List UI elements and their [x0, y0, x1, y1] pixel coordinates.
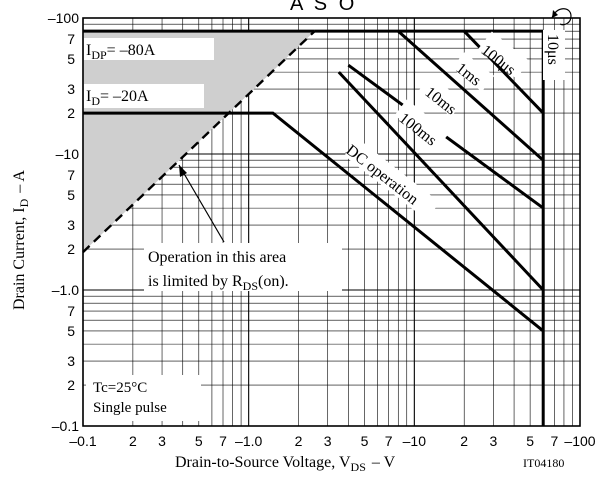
idp-label: IDP= –80A	[84, 38, 214, 62]
rds-note: Operation in this area is limited by RDS…	[144, 243, 342, 293]
pulse-arrow-icon	[551, 8, 572, 26]
x-tick-label: 5	[526, 433, 534, 449]
svg-text:ID= –20A: ID= –20A	[86, 88, 149, 108]
header-fragment: A S O	[290, 0, 357, 15]
x-tick-label: 7	[385, 433, 393, 449]
rds-note-arrow	[178, 164, 225, 243]
id-label: ID= –20A	[84, 84, 204, 108]
y-tick-label: 5	[67, 323, 75, 339]
pulse-arrowhead-icon	[552, 10, 558, 18]
x-axis-title: Drain-to-Source Voltage, VDS – V	[175, 454, 396, 474]
x-tick-label: 2	[295, 433, 303, 449]
tick-labels: –0.1–0.122335577–1.0–1.022335577–10–1022…	[48, 10, 596, 449]
y-tick-label: 2	[67, 105, 75, 121]
rds-note-arrowhead	[179, 165, 187, 177]
curve-label-10us: 10μs	[543, 30, 565, 80]
y-tick-label: 7	[67, 31, 75, 47]
y-tick-label: 2	[67, 377, 75, 393]
y-tick-label: 7	[67, 303, 75, 319]
x-tick-label: 7	[219, 433, 227, 449]
y-tick-label: –10	[56, 146, 80, 162]
svg-text:is limited by RDS(on).: is limited by RDS(on).	[148, 273, 289, 293]
plot-frame	[82, 17, 581, 427]
y-tick-label: 3	[67, 217, 75, 233]
y-tick-label: –1.0	[52, 282, 79, 298]
series-line-4	[337, 71, 545, 292]
x-tick-label: –10	[403, 433, 427, 449]
svg-text:IDP= –80A: IDP= –80A	[86, 42, 156, 62]
y-tick-label: 3	[67, 353, 75, 369]
y-tick-label: –0.1	[52, 418, 79, 434]
svg-text:Tc=25°C: Tc=25°C	[93, 380, 147, 396]
svg-text:Single pulse: Single pulse	[93, 400, 167, 416]
series-line-6	[82, 30, 316, 253]
series-line-2	[397, 30, 545, 162]
x-tick-label: 3	[158, 433, 166, 449]
x-tick-label: 7	[550, 433, 558, 449]
series-line-5	[83, 111, 545, 333]
x-tick-label: –1.0	[235, 433, 262, 449]
x-tick-label: 3	[489, 433, 497, 449]
x-tick-label: 5	[195, 433, 203, 449]
x-tick-label: –100	[564, 433, 595, 449]
x-tick-label: 3	[324, 433, 332, 449]
y-tick-label: 5	[67, 187, 75, 203]
y-tick-label: 3	[67, 81, 75, 97]
y-tick-label: –100	[48, 10, 79, 26]
y-tick-label: 5	[67, 51, 75, 67]
y-axis-title: Drain Current, ID– A	[11, 170, 31, 310]
svg-text:10μs: 10μs	[544, 34, 561, 65]
y-tick-label: 2	[67, 241, 75, 257]
figure-code: IT04180	[523, 456, 564, 470]
x-tick-label: 2	[129, 433, 137, 449]
conditions-note: Tc=25°C Single pulse	[86, 375, 201, 421]
x-tick-label: 5	[361, 433, 369, 449]
svg-text:Operation in this area: Operation in this area	[148, 249, 286, 266]
y-tick-label: 7	[67, 167, 75, 183]
x-tick-label: 2	[460, 433, 468, 449]
x-tick-label: –0.1	[69, 433, 96, 449]
series-line-1	[463, 30, 545, 115]
